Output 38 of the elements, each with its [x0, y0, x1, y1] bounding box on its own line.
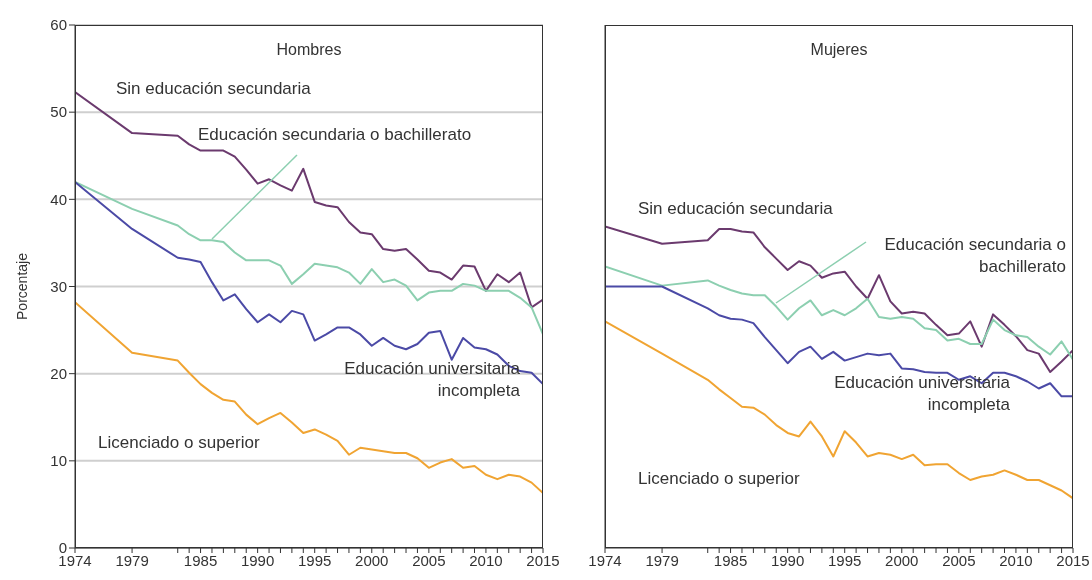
y-tick-label: 60: [50, 16, 67, 34]
series-label: Educación universitaria incompleta: [833, 372, 1010, 416]
x-tick-label: 1974: [588, 551, 622, 569]
x-tick-label: 1985: [183, 551, 218, 569]
x-tick-label: 2010: [999, 551, 1033, 569]
x-tick-label: 2000: [885, 551, 919, 569]
x-tick-label: 1990: [770, 551, 805, 569]
x-tick-label: 2010: [469, 551, 503, 569]
series-label: Licenciado o superior: [98, 432, 261, 454]
line-series: [75, 301, 543, 495]
line-series: [75, 180, 543, 386]
y-tick-label: 20: [50, 364, 67, 382]
line-series: [75, 180, 543, 336]
x-tick-label: 1990: [240, 551, 275, 569]
x-tick-label: 2005: [942, 551, 976, 569]
y-tick-label: 50: [50, 103, 67, 121]
x-tick-label: 1979: [645, 551, 679, 569]
series-label: Educación secundaria o bachillerato: [883, 234, 1066, 278]
series-label: Sin educación secundaria: [116, 78, 312, 100]
y-tick-label: 30: [50, 277, 67, 295]
x-tick-label: 1985: [713, 551, 748, 569]
y-tick-label: 10: [50, 452, 67, 470]
y-axis-title: Porcentaje: [13, 252, 30, 320]
x-tick-label: 2005: [412, 551, 446, 569]
y-tick-label: 0: [58, 539, 67, 557]
x-tick-label: 1995: [298, 551, 332, 569]
x-tick-label: 1979: [115, 551, 149, 569]
x-tick-label: 2015: [526, 551, 560, 569]
x-tick-label: 1995: [828, 551, 862, 569]
series-label: Licenciado o superior: [638, 468, 801, 490]
text: Mujeres: [809, 41, 869, 59]
text: Educación secundaria o bachillerato: [198, 124, 473, 146]
x-tick-label: 2015: [1056, 551, 1090, 569]
series-label: Educación universitaria incompleta: [343, 358, 520, 402]
text: Hombres: [275, 41, 343, 59]
series-label: Sin educación secundaria: [638, 198, 834, 220]
x-tick-label: 2000: [355, 551, 389, 569]
y-tick-label: 40: [50, 190, 67, 208]
